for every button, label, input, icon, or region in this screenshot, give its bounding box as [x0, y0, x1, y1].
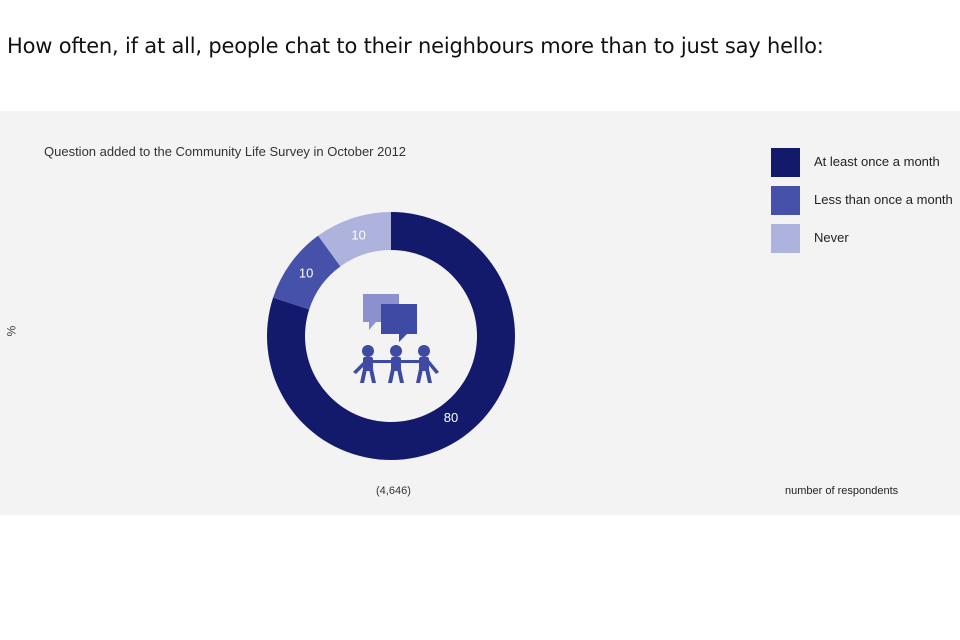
legend-item: At least once a month — [771, 148, 960, 186]
donut-slice-labels: 80 10 10 — [299, 228, 458, 425]
legend-item: Never — [771, 224, 960, 262]
legend-swatch — [771, 148, 800, 177]
donut-chart: 80 10 10 — [266, 212, 515, 460]
slice-value-label: 80 — [444, 410, 458, 425]
legend-label: At least once a month — [814, 154, 940, 169]
legend-label: Less than once a month — [814, 192, 953, 207]
donut-slice — [266, 212, 515, 460]
legend: At least once a month Less than once a m… — [771, 148, 960, 262]
chart-subtitle: Question added to the Community Life Sur… — [44, 144, 407, 159]
slice-value-label: 10 — [299, 266, 313, 281]
legend-swatch — [771, 224, 800, 253]
page-title: How often, if at all, people chat to the… — [7, 34, 824, 58]
respondents-count: (4,646) — [376, 485, 411, 497]
donut-slice — [273, 235, 341, 310]
donut-slice — [318, 212, 391, 267]
respondents-caption: number of respondents — [785, 485, 899, 497]
legend-item: Less than once a month — [771, 186, 960, 224]
legend-label: Never — [814, 230, 849, 245]
slice-value-label: 10 — [351, 228, 365, 243]
people-chatting-icon — [353, 294, 439, 383]
donut-slices — [266, 212, 515, 460]
chart-panel: Question added to the Community Life Sur… — [0, 111, 960, 515]
legend-swatch — [771, 186, 800, 215]
